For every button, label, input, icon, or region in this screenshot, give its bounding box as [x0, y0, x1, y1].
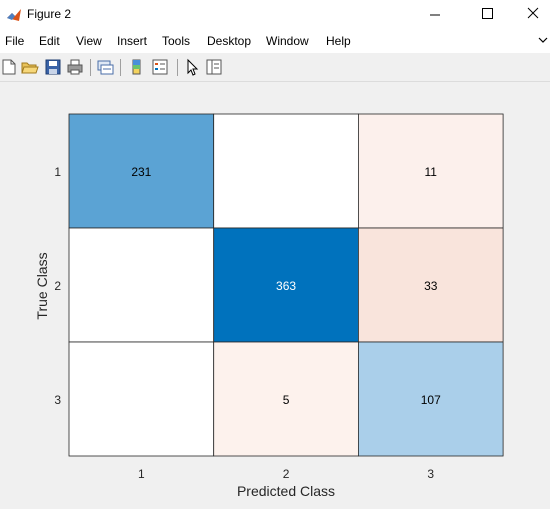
cell-value-label: 33 — [424, 279, 438, 293]
toolbar-separator — [177, 59, 178, 76]
open-file-icon[interactable] — [21, 58, 39, 76]
x-tick-label: 1 — [138, 467, 145, 481]
figure-toolbar — [0, 54, 550, 82]
print-icon[interactable] — [66, 58, 84, 76]
cell-value-label: 363 — [276, 279, 296, 293]
menu-bar: File Edit View Insert Tools Desktop Wind… — [0, 30, 550, 53]
y-axis-label: True Class — [34, 252, 50, 319]
link-plot-icon[interactable] — [96, 58, 114, 76]
property-editor-icon[interactable] — [205, 58, 223, 76]
matrix-cell — [357, 113, 504, 229]
y-tick-label: 2 — [54, 279, 61, 293]
x-axis-label: Predicted Class — [237, 483, 335, 499]
maximize-icon — [482, 8, 493, 19]
cell-value-label: 5 — [283, 393, 290, 407]
cell-value-label: 231 — [131, 165, 151, 179]
edit-plot-icon[interactable] — [183, 58, 201, 76]
toolbar-separator — [120, 59, 121, 76]
colorbar-icon[interactable] — [128, 58, 146, 76]
menu-insert[interactable]: Insert — [117, 34, 148, 48]
menu-desktop[interactable]: Desktop — [207, 34, 252, 48]
close-icon — [527, 7, 539, 19]
minimize-button[interactable] — [412, 0, 458, 30]
matrix-cell — [68, 341, 215, 457]
menu-edit[interactable]: Edit — [39, 34, 60, 48]
menu-window[interactable]: Window — [266, 34, 309, 48]
cell-value-label: 11 — [425, 165, 438, 179]
cell-value-label: 107 — [421, 393, 441, 407]
x-tick-label: 2 — [283, 467, 290, 481]
new-figure-icon[interactable] — [0, 58, 18, 76]
window-title: Figure 2 — [27, 7, 72, 21]
menu-file[interactable]: File — [5, 34, 25, 48]
matrix-cell — [68, 227, 215, 343]
x-tick-label: 3 — [427, 467, 434, 481]
confusion-matrix-chart: 231 11 363 33 5 107 1 2 3 1 2 3 Predicted Class T… — [34, 113, 504, 499]
figure-canvas: 231 11 363 33 5 107 1 2 3 1 2 3 Predicted Class T… — [0, 82, 550, 504]
toolbar-separator — [90, 59, 91, 76]
menu-overflow-icon[interactable] — [538, 34, 548, 46]
minimize-icon — [430, 14, 440, 16]
menu-tools[interactable]: Tools — [162, 34, 191, 48]
matrix-cell — [357, 227, 504, 343]
maximize-button[interactable] — [464, 0, 510, 30]
matrix-cell — [213, 227, 359, 343]
menu-view[interactable]: View — [76, 34, 102, 48]
y-tick-label: 3 — [54, 393, 61, 407]
legend-icon[interactable] — [151, 58, 169, 76]
menu-help[interactable]: Help — [326, 34, 351, 48]
y-tick-label: 1 — [54, 165, 61, 179]
matrix-cell — [213, 341, 359, 457]
save-icon[interactable] — [44, 58, 62, 76]
matlab-icon — [7, 9, 21, 21]
title-bar: Figure 2 — [0, 0, 550, 30]
matrix-cell — [213, 113, 359, 229]
close-button[interactable] — [509, 0, 550, 30]
matrix-cell — [357, 341, 504, 457]
